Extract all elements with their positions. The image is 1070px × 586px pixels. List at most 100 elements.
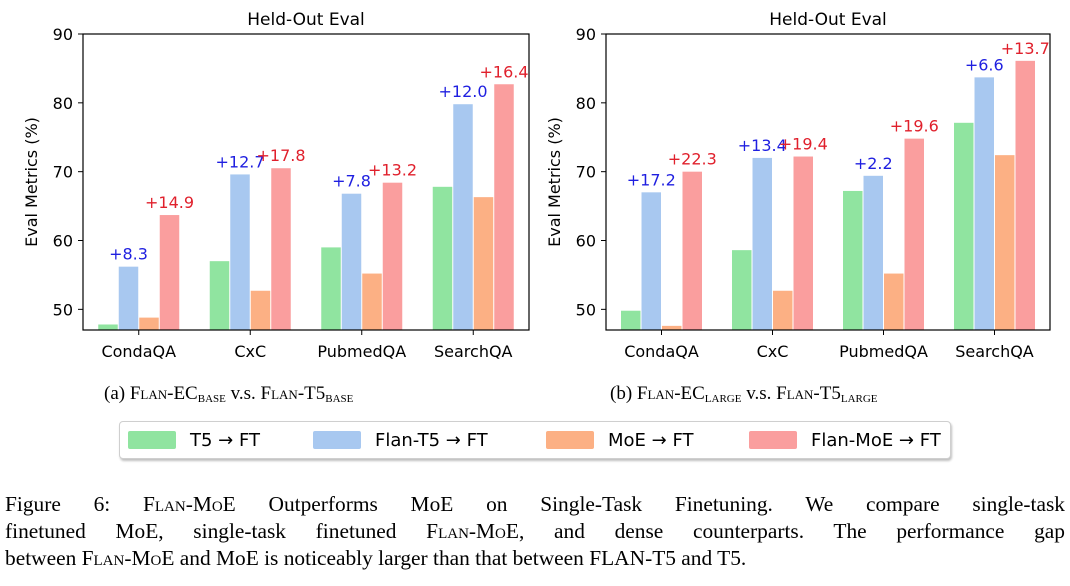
bar (682, 171, 702, 330)
bar-annotation: +13.2 (368, 161, 417, 180)
bar (432, 186, 453, 330)
figure-charts: 50 60 70 80 90 CondaQA CxC PubmedQA SearchQA +8.3… (22, 10, 1051, 361)
bar-annotation: +8.3 (109, 245, 148, 264)
bar-annotation: +19.4 (779, 135, 828, 154)
x-tick-label: PubmedQA (839, 342, 928, 361)
y-tick-label: 70 (576, 163, 596, 182)
bar-annotation: +12.7 (215, 152, 264, 171)
y-tick-label: 70 (53, 163, 73, 182)
bar (732, 250, 752, 330)
bar (118, 266, 139, 330)
legend-item-flan-t5-ft: Flan-T5 → FT (313, 422, 546, 458)
bar-annotation: +22.3 (668, 150, 717, 169)
x-tick-label: SearchQA (434, 342, 513, 361)
subcaption-a-size1: BASE (197, 393, 226, 405)
caption-l1-c: Outperforms MoE on Single-Task Finetunin… (235, 492, 1066, 516)
legend-swatch-flan-moe-ft (749, 431, 797, 449)
bar-annotation: +7.8 (332, 172, 371, 191)
y-axis-label: Eval Metrics (%) (545, 117, 564, 247)
bar (159, 215, 180, 330)
bar-annotation: +16.4 (479, 62, 528, 81)
chart-title: Held-Out Eval (769, 10, 887, 30)
legend-label-flan-moe-ft: Flan-MoE → FT (811, 429, 941, 451)
subcaption-a-prefix: (a) (104, 383, 130, 404)
bar (793, 156, 813, 330)
plot-frame (82, 33, 530, 331)
chart-title: Held-Out Eval (247, 10, 365, 30)
caption-l2-a: finetuned MoE, single-task finetuned (5, 519, 427, 543)
y-tick-label: 60 (53, 232, 73, 251)
legend-label-t5-ft: T5 → FT (190, 429, 261, 451)
subcaption-a-model2: Flan-T5 (260, 383, 326, 404)
bar (662, 325, 682, 330)
y-tick-label: 80 (576, 94, 596, 113)
figure-caption: Figure 6: Flan-MoE Outperforms MoE on Si… (5, 491, 1065, 572)
legend-item-t5-ft: T5 → FT (120, 422, 313, 458)
subcaption-a-size2: BASE (325, 393, 354, 405)
bar-annotation: +19.6 (890, 117, 939, 136)
caption-l3-a: between (5, 546, 82, 570)
bar (98, 324, 118, 330)
caption-l1-a: Figure 6: (5, 492, 143, 516)
caption-l2-c: , and dense counterparts. The performanc… (518, 519, 1065, 543)
figure-caption-line-1: Figure 6: Flan-MoE Outperforms MoE on Si… (5, 491, 1065, 518)
y-tick-label: 60 (576, 232, 596, 251)
x-tick-label: CondaQA (101, 342, 176, 361)
subcaption-b-mid: v.s. (741, 383, 777, 404)
subcaption-b-model1: Flan-EC (636, 383, 705, 404)
caption-l1-b: Flan-MoE (142, 492, 236, 516)
subcaption-b-size1: LARGE (704, 393, 742, 405)
bar (904, 138, 924, 330)
subcaption-b-prefix: (b) (610, 383, 637, 404)
bar-annotation: +14.9 (145, 193, 194, 212)
y-tick-label: 90 (576, 25, 596, 44)
bar (954, 122, 974, 330)
plot-frame (605, 33, 1051, 331)
caption-l2-b: Flan-MoE (426, 519, 519, 543)
bar-annotation: +13.4 (738, 136, 787, 155)
bar (843, 190, 863, 330)
x-tick-label: CxC (234, 342, 266, 361)
bar-annotation: +17.8 (256, 146, 305, 165)
bar (884, 273, 904, 330)
chart-panel-a: 50 60 70 80 90 CondaQA CxC PubmedQA SearchQA +8.3… (22, 10, 530, 361)
bar (863, 175, 883, 330)
bar (974, 77, 994, 331)
legend-swatch-flan-t5-ft (313, 431, 361, 449)
bar (341, 193, 362, 330)
bar (494, 84, 514, 330)
legend: T5 → FT Flan-T5 → FT MoE → FT Flan-MoE →… (119, 421, 951, 459)
bar (382, 182, 403, 330)
bar (453, 104, 473, 330)
x-tick-label: PubmedQA (317, 342, 406, 361)
legend-label-flan-t5-ft: Flan-T5 → FT (375, 429, 488, 451)
figure-caption-line-3: between Flan-MoE and MoE is noticeably l… (5, 545, 1065, 572)
subcaption-b-size2: LARGE (840, 393, 878, 405)
y-tick-label: 50 (576, 300, 596, 319)
chart-panel-b: 50 60 70 80 90 CondaQA CxC PubmedQA SearchQA +17.… (545, 10, 1051, 361)
subcaption-a-mid: v.s. (225, 383, 261, 404)
legend-item-flan-moe-ft: Flan-MoE → FT (749, 422, 944, 458)
bar (621, 310, 641, 330)
bar (641, 192, 661, 330)
figure-caption-line-2: finetuned MoE, single-task finetuned Fla… (5, 518, 1065, 545)
bar (139, 317, 159, 330)
caption-l3-c: and MoE is noticeably larger than that b… (174, 546, 747, 570)
subcaption-a: (a) Flan-ECBASE v.s. Flan-T5BASE (104, 383, 353, 411)
bar (321, 247, 341, 330)
bar (209, 261, 230, 330)
bar (362, 273, 382, 330)
bar-annotation: +2.2 (854, 154, 893, 173)
bar (250, 290, 271, 330)
x-tick-label: SearchQA (955, 342, 1034, 361)
y-tick-label: 80 (53, 94, 73, 113)
x-tick-label: CxC (757, 342, 789, 361)
subcaption-b: (b) Flan-ECLARGE v.s. Flan-T5LARGE (610, 383, 878, 411)
bar-annotation: +13.7 (1001, 39, 1050, 58)
legend-label-moe-ft: MoE → FT (608, 429, 694, 451)
legend-swatch-moe-ft (546, 431, 594, 449)
bar-annotation: +17.2 (627, 170, 676, 189)
bar (473, 197, 494, 330)
x-tick-label: CondaQA (624, 342, 699, 361)
subcaption-a-model1: Flan-EC (129, 383, 198, 404)
